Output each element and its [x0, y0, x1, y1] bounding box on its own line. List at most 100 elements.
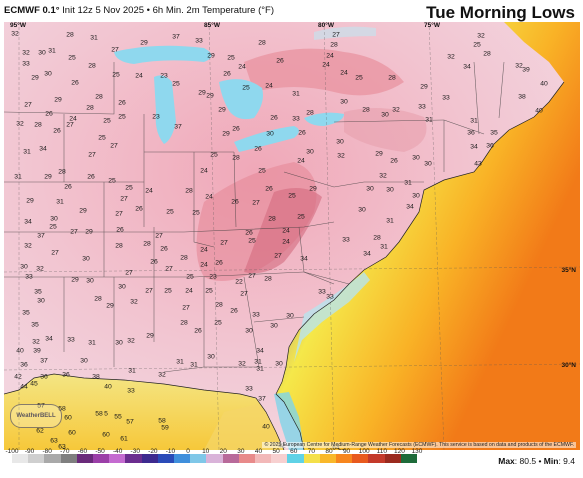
temperature-value: 63 [50, 437, 58, 445]
temperature-value: 27 [125, 269, 133, 277]
temperature-value: 28 [95, 93, 103, 101]
lon-label: 80°W [318, 22, 334, 29]
temperature-map[interactable]: 95°W 85°W 80°W 75°W 35°N 30°N 32 28 31 37 29… [4, 22, 580, 450]
temperature-value: 36 [62, 371, 70, 379]
temperature-value: 36 [20, 361, 28, 369]
colorbar-swatch [174, 454, 191, 463]
temperature-value: 31 [128, 367, 136, 375]
temperature-value: 43 [474, 160, 482, 168]
temperature-value: 24 [200, 246, 208, 254]
temperature-value: 34 [256, 347, 264, 355]
state-borders [4, 61, 505, 373]
colorbar-tick: -40 [112, 448, 123, 455]
temperature-value: 24 [145, 187, 153, 195]
temperature-value: 37 [172, 33, 180, 41]
temperature-value: 28 [232, 154, 240, 162]
temperature-value: 26 [118, 99, 126, 107]
temperature-value: 32 [24, 242, 32, 250]
temperature-value: 32 [130, 298, 138, 306]
temperature-value: 25 [164, 287, 172, 295]
temperature-value: 23 [209, 273, 217, 281]
temperature-value: 40 [540, 80, 548, 88]
max-value: 80.5 [519, 456, 537, 466]
temperature-value: 36 [40, 373, 48, 381]
temperature-value: 28 [373, 234, 381, 242]
temperature-value: 24 [205, 193, 213, 201]
model-info: ECMWF 0.1° Init 12z 5 Nov 2025 • 6h Min.… [4, 5, 274, 16]
temperature-value: 30 [381, 111, 389, 119]
temperature-value: 31 [386, 217, 394, 225]
watermark-logo: WeatherBELL [10, 404, 62, 428]
temperature-value: 59 [161, 424, 169, 432]
temperature-value: 31 [470, 117, 478, 125]
temperature-value: 26 [194, 327, 202, 335]
temperature-value: 26 [298, 129, 306, 137]
temperature-value: 33 [252, 311, 260, 319]
temperature-value: 24 [265, 82, 273, 90]
lake-michigan [154, 75, 176, 144]
temperature-value: 25 [68, 54, 76, 62]
colorbar-tick: 30 [237, 448, 245, 455]
colorbar-swatch [141, 454, 158, 463]
temperature-value: 30 [270, 322, 278, 330]
temperature-value: 60 [64, 414, 72, 422]
temperature-value: 26 [390, 157, 398, 165]
temperature-value: 28 [268, 215, 276, 223]
temperature-value: 28 [388, 74, 396, 82]
colorbar-ticks: -100 -90 -80 -70 -60 -50 -40 -30 -20 -10 0 10 20 30 40… [0, 448, 583, 456]
colorbar-tick: 120 [393, 448, 405, 455]
colorbar-swatch [384, 454, 401, 463]
colorbar-tick: -60 [77, 448, 88, 455]
temperature-value: 38 [92, 373, 100, 381]
temperature-value: 31 [425, 116, 433, 124]
temperature-value: 28 [306, 109, 314, 117]
colorbar-tick: 40 [254, 448, 263, 455]
temperature-value: 29 [146, 332, 154, 340]
temperature-value: 55 [114, 413, 122, 421]
colorbar-swatch [12, 454, 29, 463]
lake-huron [219, 79, 263, 120]
temperature-value: 27 [66, 121, 74, 129]
temperature-value: 25 [258, 167, 266, 175]
lon-label: 95°W [10, 22, 26, 29]
temperature-value: 32 [447, 53, 455, 61]
colorbar-tick: 50 [272, 448, 280, 455]
temperature-value: 61 [120, 435, 128, 443]
temperature-value: 26 [71, 79, 79, 87]
temperature-value: 29 [218, 106, 226, 114]
temperature-value: 31 [14, 173, 22, 181]
temperature-value: 24 [135, 72, 143, 80]
temperature-value: 33 [292, 115, 300, 123]
temperature-value: 60 [68, 429, 76, 437]
temperature-value: 34 [39, 145, 47, 153]
temperature-value: 29 [375, 150, 383, 158]
temperature-value: 63 [58, 443, 66, 450]
temperature-value: 32 [238, 360, 246, 368]
temperature-value: 58 [58, 405, 66, 413]
temperature-value: 33 [25, 273, 33, 281]
colorbar-swatch [157, 454, 175, 463]
temperature-value: 26 [270, 114, 278, 122]
temperature-value: 45 [30, 380, 38, 388]
temperature-value: 34 [300, 255, 308, 263]
temperature-value: 57 [126, 418, 134, 426]
temperature-value: 27 [274, 252, 282, 260]
colorbar-tick: -90 [24, 448, 35, 455]
temperature-value: 29 [140, 39, 148, 47]
temperature-value: 34 [363, 250, 371, 258]
temperature-value: 31 [176, 358, 184, 366]
temperature-value: 28 [34, 121, 42, 129]
temperature-value: 31 [292, 90, 300, 98]
temperature-value: 35 [31, 321, 39, 329]
temperature-value: 27 [88, 151, 96, 159]
temperature-value: 23 [160, 72, 168, 80]
temperature-value: 37 [40, 357, 48, 365]
temperature-value: 30 [275, 360, 283, 368]
temperature-value: 29 [79, 207, 87, 215]
temperature-value: 25 [49, 223, 57, 231]
colorbar-tick: 20 [219, 448, 227, 455]
temperature-value: 28 [143, 240, 151, 248]
max-min-stats: Max: 80.5 • Min: 9.4 [498, 456, 575, 466]
colorbar-swatch [222, 454, 239, 463]
temperature-value: 32 [36, 265, 44, 273]
